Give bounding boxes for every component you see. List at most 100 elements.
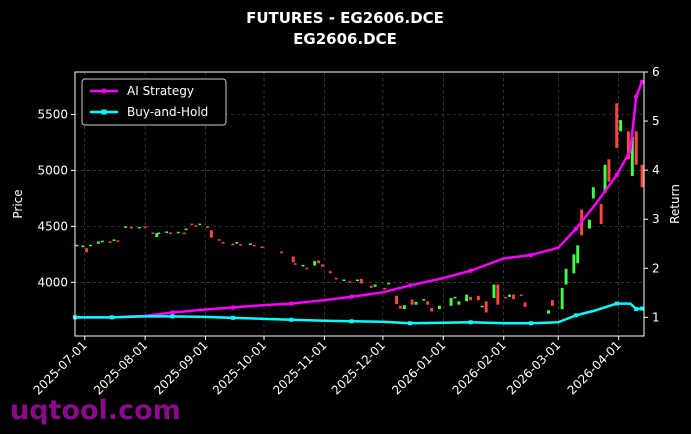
candle-down bbox=[260, 246, 264, 249]
candle-down bbox=[252, 244, 256, 247]
price-axis: 4000 4500 5000 5500 bbox=[37, 108, 75, 289]
candle-down bbox=[328, 271, 332, 274]
candle-up bbox=[356, 279, 360, 282]
price-tick-label: 5000 bbox=[37, 163, 68, 177]
candles bbox=[75, 103, 644, 314]
ai-strategy-marker bbox=[634, 94, 639, 99]
candle-up bbox=[508, 294, 512, 297]
price-axis-label: Price bbox=[11, 189, 25, 218]
candle-up bbox=[137, 226, 141, 229]
candle-down bbox=[217, 239, 221, 241]
chart-title: FUTURES - EG2606.DCE bbox=[246, 9, 444, 27]
candle-down bbox=[169, 232, 172, 235]
candle-up bbox=[165, 231, 169, 233]
candle-down bbox=[607, 159, 611, 182]
candle-up bbox=[457, 301, 461, 305]
grid bbox=[75, 72, 644, 336]
candle-down bbox=[395, 295, 398, 305]
candle-down bbox=[430, 308, 434, 312]
candle-up bbox=[465, 294, 469, 302]
candle-down bbox=[626, 131, 630, 160]
ai-strategy-marker bbox=[230, 305, 236, 310]
candle-down bbox=[194, 225, 198, 227]
candle-up bbox=[184, 228, 188, 231]
candle-down bbox=[523, 302, 527, 307]
watermark: uqtool.com bbox=[10, 395, 181, 426]
candle-down bbox=[108, 241, 112, 243]
candle-up bbox=[480, 305, 484, 308]
candle-up bbox=[449, 297, 453, 306]
price-tick-label: 4000 bbox=[37, 275, 68, 289]
candle-up bbox=[564, 268, 568, 285]
candle-down bbox=[550, 300, 554, 306]
buy-and-hold-marker bbox=[170, 314, 175, 319]
return-tick-label: 2 bbox=[652, 261, 660, 275]
return-lines bbox=[72, 79, 645, 326]
return-tick-label: 6 bbox=[652, 65, 660, 79]
return-tick-label: 1 bbox=[652, 310, 660, 324]
candle-down bbox=[221, 242, 225, 244]
candle-down bbox=[469, 296, 473, 301]
candle-up bbox=[96, 241, 100, 244]
candle-up bbox=[414, 301, 418, 305]
candle-down bbox=[615, 103, 619, 149]
candle-down bbox=[484, 301, 488, 313]
candle-up bbox=[89, 244, 93, 247]
candle-down bbox=[190, 223, 194, 226]
candle-down bbox=[321, 264, 324, 267]
legend-ai-strategy-marker bbox=[101, 88, 107, 94]
candle-up bbox=[453, 296, 457, 299]
candle-down bbox=[383, 287, 387, 290]
buy-and-hold-marker bbox=[408, 321, 413, 326]
legend-buy-and-hold-marker bbox=[101, 109, 107, 115]
buy-and-hold-marker bbox=[349, 319, 354, 324]
ai-strategy-marker bbox=[573, 226, 578, 232]
return-tick-label: 4 bbox=[652, 163, 660, 177]
buy-and-hold-marker bbox=[573, 313, 578, 318]
candle-up bbox=[313, 261, 317, 266]
buy-and-hold-marker bbox=[640, 306, 645, 311]
return-axis: 1 2 3 4 5 6 bbox=[644, 65, 660, 324]
candle-up bbox=[591, 187, 595, 199]
return-axis-label: Return bbox=[668, 184, 682, 224]
return-tick-label: 5 bbox=[652, 114, 660, 128]
candle-down bbox=[182, 232, 186, 235]
buy-and-hold-marker bbox=[289, 317, 294, 322]
candle-up bbox=[235, 242, 239, 244]
ai-strategy-marker bbox=[407, 283, 413, 288]
buy-and-hold-marker bbox=[528, 321, 533, 326]
candle-up bbox=[492, 284, 496, 298]
candle-up bbox=[248, 243, 252, 245]
candle-down bbox=[511, 294, 515, 300]
candle-up bbox=[603, 164, 607, 193]
candle-down bbox=[369, 285, 373, 288]
candle-down bbox=[640, 164, 644, 188]
candle-down bbox=[634, 131, 638, 165]
buy-and-hold-marker bbox=[230, 315, 235, 320]
candle-up bbox=[576, 245, 580, 264]
legend-buy-and-hold-label: Buy-and-Hold bbox=[127, 105, 208, 119]
candle-up bbox=[373, 284, 377, 287]
candle-down bbox=[334, 277, 338, 280]
candle-down bbox=[206, 226, 209, 228]
candle-down bbox=[239, 244, 243, 246]
ai-strategy-marker bbox=[528, 252, 534, 258]
candle-down bbox=[209, 230, 213, 238]
candle-up bbox=[157, 232, 161, 235]
candle-up bbox=[572, 254, 576, 274]
candle-up bbox=[81, 245, 85, 248]
candle-up bbox=[619, 120, 623, 132]
candle-up bbox=[630, 136, 634, 177]
ai-strategy-marker bbox=[349, 294, 354, 299]
candle-down bbox=[151, 232, 155, 235]
candle-up bbox=[301, 264, 305, 267]
candle-up bbox=[560, 287, 564, 310]
candle-down bbox=[410, 299, 414, 305]
candle-down bbox=[496, 284, 500, 305]
candle-down bbox=[85, 248, 89, 253]
candle-down bbox=[398, 305, 402, 309]
candle-up bbox=[124, 226, 128, 228]
price-tick-label: 5500 bbox=[37, 108, 68, 122]
candle-down bbox=[348, 281, 352, 283]
candle-up bbox=[342, 279, 346, 282]
